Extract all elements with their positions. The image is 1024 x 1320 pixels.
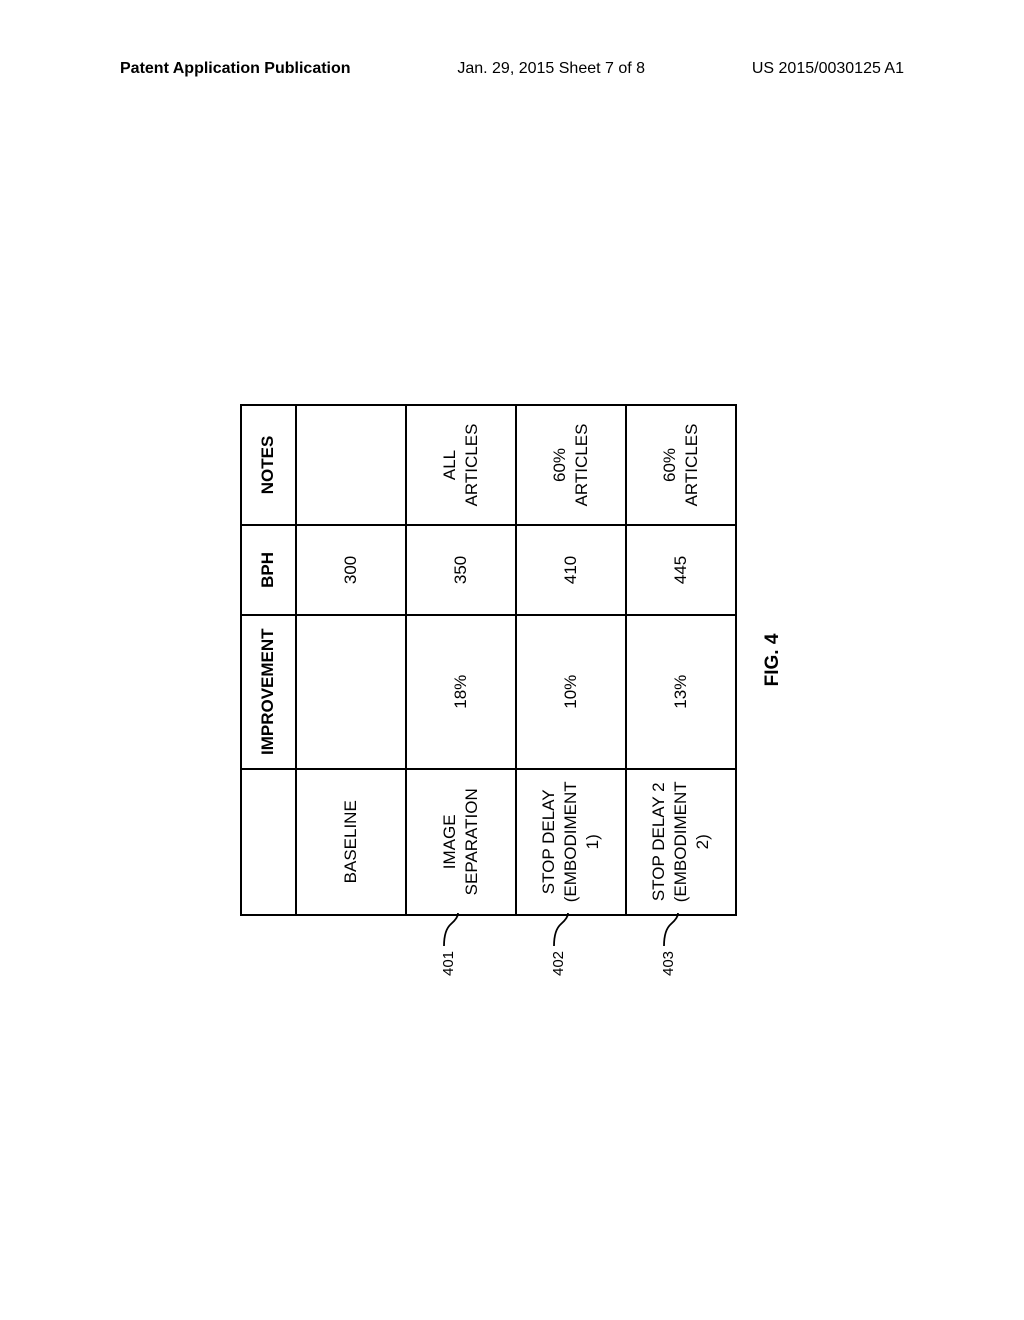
cell-bph: 410 <box>516 525 626 615</box>
col-header-method <box>241 769 296 915</box>
figure-caption: FIG. 4 <box>762 404 784 916</box>
cell-bph: 445 <box>626 525 736 615</box>
table-row: IMAGESEPARATION 18% 350 ALL ARTICLES <box>406 405 516 915</box>
cell-notes: ALL ARTICLES <box>406 405 516 525</box>
col-header-improvement: IMPROVEMENT <box>241 615 296 769</box>
data-table: IMPROVEMENT BPH NOTES BASELINE 300 IMAGE… <box>240 404 737 916</box>
header-publication: Patent Application Publication <box>120 60 351 78</box>
header-patent-number: US 2015/0030125 A1 <box>752 60 904 78</box>
cell-improvement: 13% <box>626 615 736 769</box>
table-row: STOP DELAY(EMBODIMENT 1) 10% 410 60% ART… <box>516 405 626 915</box>
cell-method: IMAGESEPARATION <box>406 769 516 915</box>
curve-icon <box>662 913 680 948</box>
col-header-bph: BPH <box>241 525 296 615</box>
cell-method: STOP DELAY(EMBODIMENT 1) <box>516 769 626 915</box>
cell-bph: 300 <box>296 525 406 615</box>
curve-icon <box>442 913 460 948</box>
table-row: STOP DELAY 2(EMBODIMENT 2) 13% 445 60% A… <box>626 405 736 915</box>
table-row: BASELINE 300 <box>296 405 406 915</box>
row-label-401: 401 <box>440 951 457 976</box>
header-sheet-info: Jan. 29, 2015 Sheet 7 of 8 <box>457 60 645 78</box>
cell-method: STOP DELAY 2(EMBODIMENT 2) <box>626 769 736 915</box>
col-header-notes: NOTES <box>241 405 296 525</box>
row-label-403: 403 <box>660 951 677 976</box>
table-header-row: IMPROVEMENT BPH NOTES <box>241 405 296 915</box>
cell-notes <box>296 405 406 525</box>
page-header: Patent Application Publication Jan. 29, … <box>0 60 1024 78</box>
cell-improvement: 18% <box>406 615 516 769</box>
row-label-402: 402 <box>550 951 567 976</box>
cell-method: BASELINE <box>296 769 406 915</box>
cell-notes: 60% ARTICLES <box>516 405 626 525</box>
curve-icon <box>552 913 570 948</box>
cell-improvement: 10% <box>516 615 626 769</box>
figure-container: 401 402 403 IM <box>240 404 784 916</box>
cell-notes: 60% ARTICLES <box>626 405 736 525</box>
cell-bph: 350 <box>406 525 516 615</box>
cell-improvement <box>296 615 406 769</box>
